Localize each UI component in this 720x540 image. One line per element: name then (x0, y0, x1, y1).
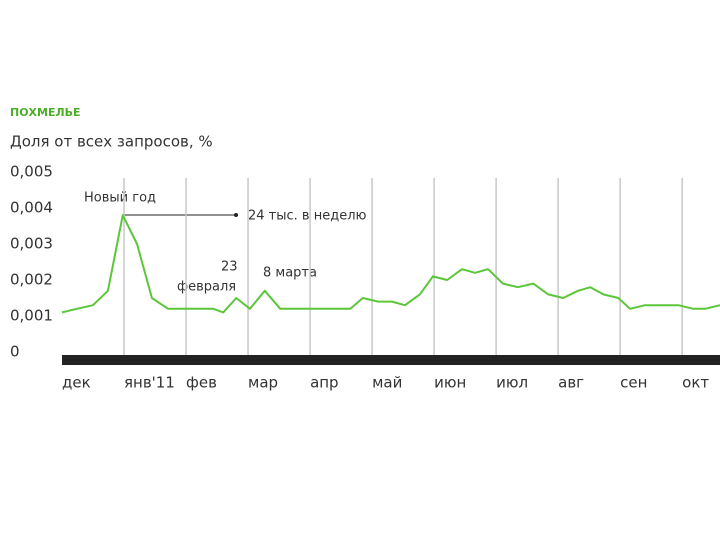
x-tick-label: дек (62, 374, 91, 392)
chart-subtitle: Доля от всех запросов, % (10, 133, 213, 151)
x-tick-label: авг (558, 374, 584, 392)
y-tick-label: 0 (10, 343, 20, 361)
y-tick-label: 0,001 (10, 307, 53, 325)
x-tick-label: июл (496, 374, 528, 392)
annotation: Новый год (84, 191, 156, 206)
x-tick-label: сен (620, 374, 647, 392)
x-tick-label: мар (248, 374, 278, 392)
y-tick-label: 0,002 (10, 271, 53, 289)
annotation: 23 (221, 260, 238, 275)
x-tick-label: окт (682, 374, 709, 392)
x-tick-label: фев (186, 374, 217, 392)
annotation: 8 марта (263, 266, 317, 281)
annotation: 24 тыс. в неделю (248, 209, 367, 224)
data-line (61, 214, 720, 314)
chart-title: ПОХМЕЛЬЕ (10, 106, 81, 119)
annotation-dot (234, 213, 238, 217)
x-tick-label: апр (310, 374, 339, 392)
y-tick-label: 0,005 (10, 163, 53, 181)
x-tick-label: июн (434, 374, 466, 392)
annotation: февраля (177, 280, 236, 295)
x-tick-label: янв'11 (124, 374, 175, 392)
x-tick-label: май (372, 374, 402, 392)
y-tick-label: 0,004 (10, 199, 53, 217)
x-axis-bar (62, 355, 720, 365)
y-tick-label: 0,003 (10, 235, 53, 253)
